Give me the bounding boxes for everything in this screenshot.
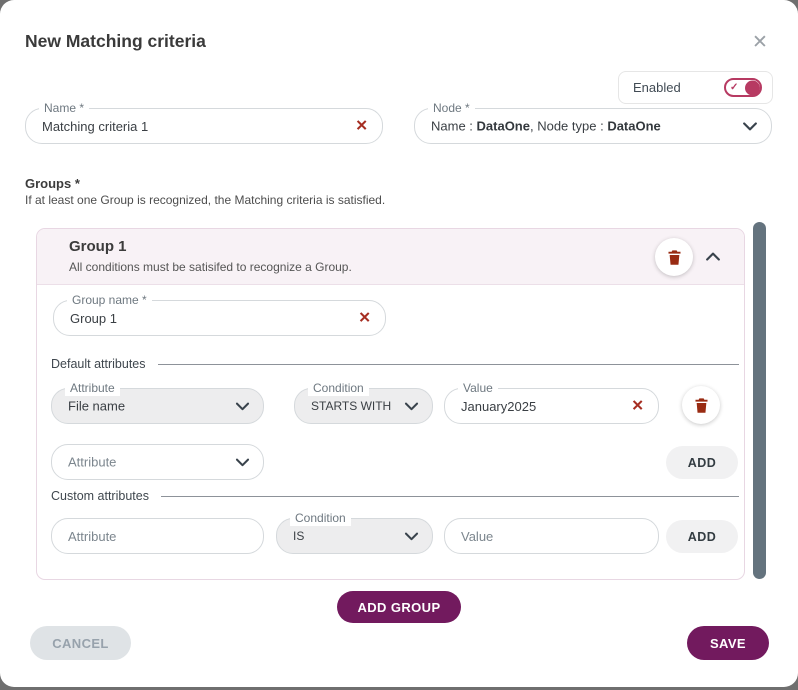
enabled-toggle[interactable]: ✓ (724, 78, 762, 97)
toggle-knob (745, 80, 760, 95)
new-attribute-select[interactable]: Attribute (51, 444, 264, 480)
new-attribute-placeholder: Attribute (68, 454, 117, 470)
attribute-select-value: File name (68, 398, 126, 414)
delete-attribute-row-button[interactable] (682, 386, 720, 424)
add-group-button[interactable]: ADD GROUP (337, 591, 461, 623)
custom-attributes-label: Custom attributes (51, 489, 149, 503)
chevron-up-icon (706, 252, 720, 261)
attribute-select-label: Attribute (65, 381, 120, 396)
condition-select-value: STARTS WITH (311, 399, 392, 413)
name-input[interactable] (26, 109, 382, 143)
custom-value-input[interactable] (445, 519, 658, 553)
add-default-attribute-button[interactable]: ADD (666, 446, 738, 479)
groups-scrollbar[interactable] (753, 222, 766, 579)
custom-condition-label: Condition (290, 511, 351, 526)
value-input[interactable] (445, 389, 658, 423)
name-field: Name * ✕ (25, 101, 383, 144)
default-attributes-label: Default attributes (51, 357, 146, 371)
group-panel-header: Group 1 All conditions must be satisifed… (37, 229, 744, 285)
group-subtitle: All conditions must be satisifed to reco… (69, 260, 352, 274)
chevron-down-icon[interactable] (740, 116, 760, 136)
node-select[interactable]: Node * Name : DataOne, Node type : DataO… (414, 101, 772, 144)
dialog-title: New Matching criteria (25, 31, 206, 51)
custom-attributes-section: Custom attributes (51, 489, 739, 503)
groups-section-description: If at least one Group is recognized, the… (25, 193, 386, 207)
attribute-select[interactable]: Attribute File name (51, 381, 264, 424)
chevron-down-icon[interactable] (402, 397, 421, 416)
custom-attribute-input[interactable] (52, 519, 263, 553)
custom-value-field (444, 518, 659, 554)
check-icon: ✓ (730, 81, 739, 93)
group-panel: Group 1 All conditions must be satisifed… (36, 228, 745, 580)
default-attributes-section: Default attributes (51, 357, 739, 371)
condition-select-label: Condition (308, 381, 369, 396)
save-button[interactable]: SAVE (687, 626, 769, 660)
group-name-field: Group name * ✕ (53, 293, 386, 336)
add-custom-attribute-button[interactable]: ADD (666, 520, 738, 553)
chevron-down-icon[interactable] (233, 453, 252, 472)
clear-name-icon[interactable]: ✕ (355, 117, 368, 135)
trash-icon (694, 397, 708, 413)
divider (157, 363, 739, 365)
enabled-label: Enabled (633, 80, 681, 95)
divider (160, 495, 739, 497)
trash-icon (667, 249, 681, 265)
collapse-group-button[interactable] (701, 245, 725, 269)
chevron-down-icon[interactable] (233, 397, 252, 416)
group-name-input[interactable] (54, 301, 385, 335)
clear-value-icon[interactable]: ✕ (631, 397, 644, 415)
node-field-label: Node * (428, 101, 475, 116)
node-value: Name : DataOne, Node type : DataOne (431, 118, 661, 134)
chevron-down-icon[interactable] (402, 527, 421, 546)
enabled-toggle-group: Enabled ✓ (618, 71, 773, 104)
value-field: Value ✕ (444, 381, 659, 424)
condition-select[interactable]: Condition STARTS WITH (294, 381, 433, 424)
custom-attribute-field (51, 518, 264, 554)
group-title: Group 1 (69, 238, 127, 255)
groups-section-label: Groups * (25, 176, 80, 191)
custom-condition-value: IS (293, 529, 305, 543)
delete-group-button[interactable] (655, 238, 693, 276)
close-icon[interactable]: ✕ (752, 31, 768, 53)
cancel-button[interactable]: CANCEL (30, 626, 131, 660)
custom-condition-select[interactable]: Condition IS (276, 511, 433, 554)
clear-group-name-icon[interactable]: ✕ (358, 309, 371, 327)
